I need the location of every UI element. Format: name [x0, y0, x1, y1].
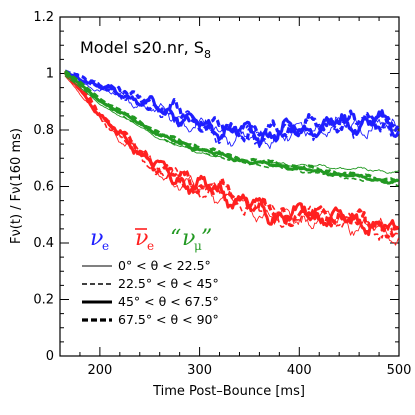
x-tick-label: 400	[287, 363, 312, 378]
x-tick-labels: 200 300 400 500	[87, 363, 411, 378]
chart-title: Model s20.nr, S8	[80, 38, 211, 61]
series-line-nu_mu-bin3	[64, 69, 399, 184]
y-tick-label: 0	[46, 349, 54, 364]
legend-label-angle-bin: 67.5° < θ < 90°	[118, 312, 219, 327]
y-axis-label: Fν(t) / Fν(160 ms)	[9, 128, 24, 244]
chart-title-subscript: 8	[204, 48, 211, 61]
y-tick-label: 1	[46, 67, 54, 82]
legend-species-symbol: ν	[90, 226, 103, 251]
y-tick-label: 0.2	[33, 293, 54, 308]
legend-species-symbol: ν	[135, 226, 148, 251]
legend-species-subscript: μ	[194, 239, 202, 253]
legend-label-angle-bin: 22.5° < θ < 45°	[118, 276, 219, 291]
legend-species-symbol: ν	[182, 226, 195, 251]
y-tick-labels: 0 0.2 0.4 0.6 0.8 1 1.2	[33, 10, 54, 364]
y-tick-label: 0.4	[33, 236, 54, 251]
y-tick-label: 1.2	[33, 10, 54, 25]
legend-species-2: “νμ”	[170, 226, 212, 253]
series-line-nubar_e-bin2	[63, 71, 400, 237]
legend-species-1: νe	[135, 226, 154, 253]
series-layer	[63, 69, 400, 246]
legend-species-subscript: e	[147, 239, 154, 253]
legend-species-quote-open: “	[170, 226, 181, 251]
x-axis-label: Time Post–Bounce [ms]	[152, 384, 305, 399]
series-line-nubar_e-bin3	[63, 69, 400, 239]
x-tick-label: 200	[87, 363, 112, 378]
series-line-nu_mu-bin1	[64, 73, 399, 187]
legend-label-angle-bin: 0° < θ < 22.5°	[118, 258, 211, 273]
x-tick-label: 500	[387, 363, 412, 378]
legend: νe νe “νμ ”0° < θ < 22.5°22.5° < θ < 45°45°…	[82, 226, 219, 327]
y-tick-label: 0.8	[33, 123, 54, 138]
legend-species-0: νe	[90, 226, 109, 253]
axis-ticks	[59, 16, 400, 357]
series-line-nu_e-bin2	[64, 71, 400, 147]
legend-species-subscript: e	[102, 239, 109, 253]
x-tick-label: 300	[187, 363, 212, 378]
legend-species-quote-close: ”	[201, 226, 212, 251]
legend-label-angle-bin: 45° < θ < 67.5°	[118, 294, 219, 309]
y-tick-label: 0.6	[33, 180, 54, 195]
series-line-nu_e-bin3	[64, 69, 400, 143]
